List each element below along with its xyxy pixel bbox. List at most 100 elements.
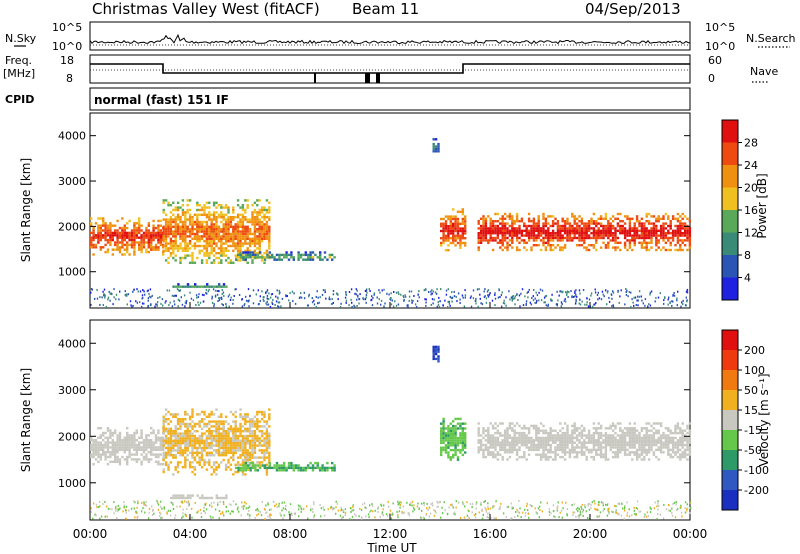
echo-cell <box>447 434 450 437</box>
echo-cell <box>491 443 495 447</box>
echo-cell <box>198 223 201 226</box>
echo-cell <box>256 461 259 464</box>
echo-cell <box>251 454 254 457</box>
echo-cell <box>633 296 635 299</box>
echo-cell <box>258 247 261 250</box>
echo-cell <box>97 231 100 235</box>
echo-cell <box>489 441 492 444</box>
echo-cell <box>303 291 305 294</box>
echo-cell <box>549 455 552 459</box>
echo-cell <box>263 420 266 423</box>
echo-cell <box>237 466 240 470</box>
echo-cell <box>444 451 448 454</box>
echo-cell <box>544 248 548 252</box>
echo-cell <box>636 299 638 302</box>
echo-cell <box>454 444 457 447</box>
echo-cell <box>561 434 564 437</box>
echo-cell <box>130 436 134 439</box>
echo-cell <box>664 232 668 235</box>
echo-cell <box>203 220 206 224</box>
echo-cell <box>248 242 252 245</box>
echo-cell <box>193 232 197 236</box>
echo-cell <box>527 439 531 442</box>
echo-cell <box>121 253 124 256</box>
echo-cell <box>669 224 672 228</box>
echo-cell <box>647 436 651 440</box>
echo-cell <box>461 229 464 233</box>
echo-cell <box>212 468 216 471</box>
echo-cell <box>123 441 126 444</box>
echo-cell <box>164 461 168 464</box>
echo-cell <box>547 439 550 442</box>
echo-cell <box>92 443 95 447</box>
echo-cell <box>559 239 562 242</box>
echo-cell <box>515 451 519 454</box>
echo-cell <box>154 448 158 451</box>
echo-cell <box>523 441 526 444</box>
echo-cell <box>583 241 586 244</box>
echo-cell <box>200 454 204 457</box>
echo-cell <box>506 227 509 230</box>
echo-cell <box>535 439 538 442</box>
echo-cell <box>580 220 584 223</box>
echo-cell <box>278 464 281 467</box>
echo-cell <box>454 446 457 449</box>
echo-cell <box>618 502 620 505</box>
echo-cell <box>265 451 269 454</box>
echo-cell <box>232 473 235 476</box>
echo-cell <box>561 446 564 449</box>
echo-cell <box>676 455 680 459</box>
echo-cell <box>679 453 682 456</box>
echo-cell <box>686 446 689 449</box>
echo-cell <box>186 454 189 457</box>
echo-cell <box>118 431 122 435</box>
echo-cell <box>459 229 462 233</box>
echo-cell <box>169 461 173 464</box>
echo-cell <box>212 463 216 466</box>
echo-cell <box>595 439 598 442</box>
y-tick-label: 3000 <box>58 175 86 188</box>
echo-cell <box>533 289 535 291</box>
echo-cell <box>193 446 197 450</box>
echo-cell <box>202 300 205 303</box>
echo-cell <box>642 302 644 305</box>
echo-cell <box>482 436 485 440</box>
echo-cell <box>403 296 405 299</box>
echo-cell <box>542 236 545 240</box>
echo-cell <box>205 415 209 418</box>
echo-cell <box>599 441 603 444</box>
echo-cell <box>169 237 173 240</box>
echo-cell <box>222 213 225 216</box>
echo-cell <box>188 442 192 445</box>
echo-cell <box>679 443 682 447</box>
echo-cell <box>643 451 646 454</box>
echo-cell <box>532 441 536 444</box>
echo-cell <box>585 234 588 237</box>
echo-cell <box>432 357 435 361</box>
echo-cell <box>532 427 536 430</box>
echo-cell <box>633 222 636 225</box>
echo-cell <box>140 441 143 444</box>
echo-cell <box>142 236 146 239</box>
echo-cell <box>650 434 653 437</box>
echo-cell <box>184 211 187 214</box>
echo-cell <box>537 229 540 232</box>
echo-cell <box>260 211 264 214</box>
echo-cell <box>568 451 572 454</box>
echo-cell <box>248 439 252 442</box>
echo-cell <box>224 235 228 238</box>
echo-cell <box>518 424 521 428</box>
echo-cell <box>628 436 632 440</box>
echo-cell <box>631 229 634 232</box>
echo-cell <box>477 434 480 437</box>
echo-cell <box>542 446 545 449</box>
echo-cell <box>150 439 153 442</box>
echo-cell <box>150 458 153 461</box>
echo-cell <box>176 461 180 464</box>
echo-cell <box>259 251 262 254</box>
echo-cell <box>260 434 264 438</box>
echo-cell <box>659 436 663 440</box>
echo-cell <box>283 253 286 257</box>
echo-cell <box>269 305 272 308</box>
echo-cell <box>525 439 528 442</box>
